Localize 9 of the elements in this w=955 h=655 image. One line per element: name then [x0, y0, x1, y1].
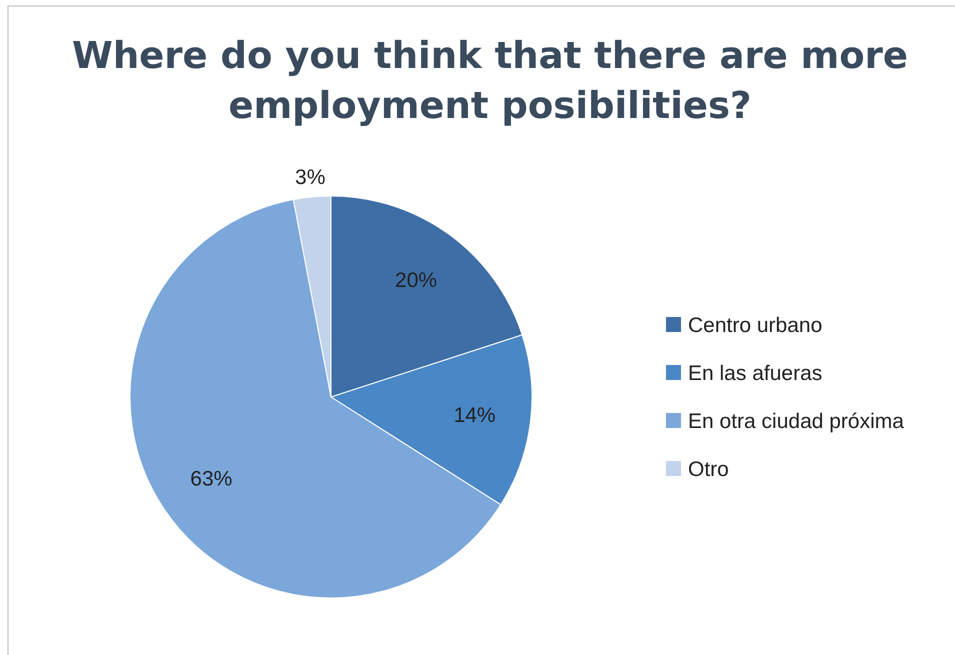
legend-label: Otro: [688, 458, 729, 481]
data-label: 20%: [395, 268, 438, 292]
legend-label: Centro urbano: [688, 314, 822, 337]
legend-label: En otra ciudad próxima: [688, 410, 904, 433]
data-label: 14%: [454, 404, 496, 428]
data-label: 63%: [190, 467, 232, 490]
legend-label: En las afueras: [688, 362, 822, 385]
data-label: 3%: [295, 166, 326, 189]
chart-title: Where do you think that there are more employment posibilities?: [72, 34, 908, 127]
